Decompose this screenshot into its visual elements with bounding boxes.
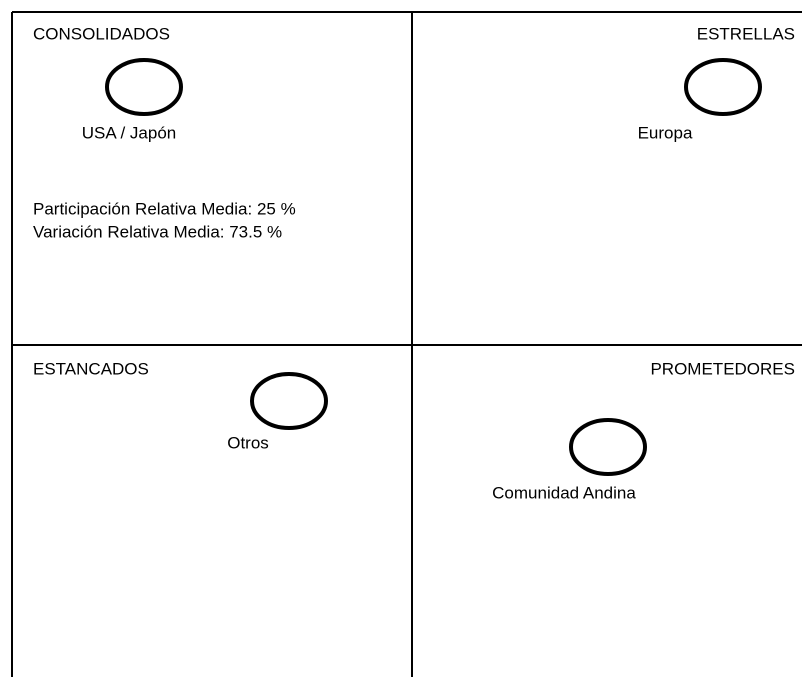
quadrant-title: ESTANCADOS: [33, 359, 149, 378]
bubble: [250, 372, 328, 430]
note: Variación Relativa Media: 73.5 %: [33, 222, 282, 241]
node-label: Otros: [227, 433, 269, 452]
bubble: [105, 58, 183, 116]
bubble: [569, 418, 647, 476]
node-label: Europa: [638, 123, 693, 142]
node-label: USA / Japón: [82, 123, 177, 142]
node-label: Comunidad Andina: [492, 483, 636, 502]
quadrant-title: CONSOLIDADOS: [33, 24, 170, 43]
quadrant-title: PROMETEDORES: [650, 359, 795, 378]
bubble: [684, 58, 762, 116]
quadrant-title: ESTRELLAS: [697, 24, 795, 43]
note: Participación Relativa Media: 25 %: [33, 199, 296, 218]
